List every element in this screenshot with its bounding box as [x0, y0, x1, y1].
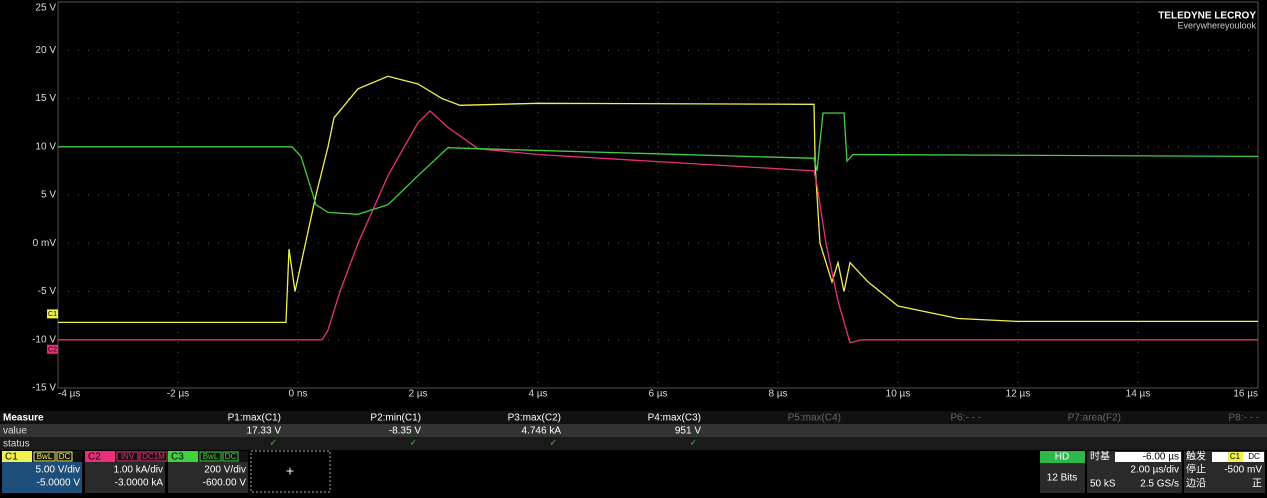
channel-tag-bg [56, 451, 73, 462]
channel-tag-bg [116, 451, 139, 462]
channel-tag: INV [121, 452, 135, 461]
timebase-delay-bg [1115, 452, 1181, 462]
channel-offset: -600.00 V [203, 478, 247, 489]
x-tick-label: -4 µs [58, 389, 80, 400]
channel-tag: DC [59, 452, 71, 461]
channel-name: C2 [88, 452, 101, 463]
y-tick-label: 15 V [35, 93, 56, 104]
channel-scale: 1.00 kA/div [114, 465, 163, 476]
channel-tag: DC1M [142, 452, 165, 461]
x-tick-label: 14 µs [1126, 389, 1151, 400]
channel-marker-label: C2 [48, 347, 57, 354]
channel-offset: -5.0000 V [37, 478, 81, 489]
y-tick-label: -5 V [38, 286, 57, 297]
channel-tag: BwL [203, 452, 219, 461]
measure-status: ✓ [689, 437, 697, 447]
measure-value: 4.746 kA [522, 426, 562, 437]
y-tick-label: -10 V [32, 334, 56, 345]
x-tick-label: 2 µs [408, 389, 427, 400]
channel-name-bg [168, 451, 198, 462]
y-tick-label: -15 V [32, 383, 56, 394]
channel-tag-bg [139, 451, 168, 462]
y-tick-label: 5 V [41, 190, 56, 201]
measure-row-label: status [3, 439, 30, 450]
channel-marker [47, 309, 58, 319]
trace [58, 112, 1259, 215]
trigger-label: 触发 [1186, 450, 1206, 463]
measure-value: 17.33 V [247, 426, 282, 437]
trigger-level: -500 mV [1224, 465, 1262, 476]
y-tick-label: 10 V [35, 141, 56, 152]
trigger-coupling: DC [1248, 452, 1260, 461]
logo-slogan: Everywhereyoulook [1177, 20, 1256, 30]
measure-column: P8:- - - [1228, 413, 1259, 424]
logo-brand: TELEDYNE LECROY [1158, 11, 1256, 22]
measure-status-bg [0, 437, 1267, 450]
measure-title: Measure [3, 413, 44, 424]
timebase-delay: -6.00 µs [1143, 452, 1179, 463]
trigger-source-bg [1228, 452, 1243, 462]
measure-column: P5:max(C4) [788, 413, 841, 424]
channel-tag-bg [199, 451, 222, 462]
measure-row-label: value [3, 426, 27, 437]
channel-header [85, 451, 165, 462]
channel-marker-label: C1 [48, 311, 57, 318]
channel-name-bg [2, 451, 32, 462]
measure-status: ✓ [269, 437, 277, 447]
trace [58, 75, 1258, 324]
channel-marker [47, 344, 58, 354]
x-tick-label: 6 µs [648, 389, 667, 400]
measure-column: P1:max(C1) [228, 413, 281, 424]
acq-header [1040, 451, 1085, 463]
channel-header [168, 451, 248, 462]
x-tick-label: 0 ns [289, 389, 308, 400]
x-tick-label: 16 µs [1233, 389, 1258, 400]
channel-name-bg [85, 451, 115, 462]
timebase-rate: 2.5 GS/s [1140, 479, 1179, 490]
y-tick-label: 20 V [35, 45, 56, 56]
channel-tag: DC [225, 452, 237, 461]
channel-name: C1 [5, 452, 18, 463]
acq-mode: HD [1055, 452, 1069, 463]
channel-header [2, 451, 82, 462]
measure-column: P6:- - - [950, 413, 981, 424]
measure-column: P2:min(C1) [370, 413, 421, 424]
y-tick-label: 25 V [35, 3, 56, 14]
measure-header-bg [0, 411, 1267, 424]
measure-column: P7:area(F2) [1068, 413, 1121, 424]
timebase-label: 时基 [1090, 450, 1110, 463]
trigger-state: 停止 [1186, 463, 1206, 476]
channel-offset: -3.0000 kA [115, 478, 164, 489]
channel-scale: 5.00 V/div [36, 465, 80, 476]
measure-column: P3:max(C2) [508, 413, 561, 424]
x-tick-label: -2 µs [167, 389, 189, 400]
measure-status: ✓ [549, 437, 557, 447]
x-tick-label: 10 µs [886, 389, 911, 400]
channel-tag: BwL [37, 452, 53, 461]
x-tick-label: 12 µs [1006, 389, 1031, 400]
trace [58, 110, 1258, 344]
trigger-slope: 正 [1252, 479, 1262, 490]
timebase-scale: 2.00 µs/div [1130, 465, 1179, 476]
add-channel-button[interactable]: + [286, 463, 294, 479]
measure-status: ✓ [409, 437, 417, 447]
channel-name: C3 [171, 452, 184, 463]
channel-tag-bg [33, 451, 56, 462]
channel-scale: 200 V/div [204, 465, 246, 476]
acq-bits: 12 Bits [1047, 473, 1078, 484]
timebase-samples: 50 kS [1090, 479, 1116, 490]
y-tick-label: 0 mV [33, 238, 57, 249]
measure-value: 951 V [675, 426, 701, 437]
measure-value-bg [0, 424, 1267, 437]
trigger-type: 边沿 [1186, 478, 1206, 490]
x-tick-label: 4 µs [528, 389, 547, 400]
x-tick-label: 8 µs [768, 389, 787, 400]
measure-value: -8.35 V [389, 426, 422, 437]
measure-column: P4:max(C3) [648, 413, 701, 424]
trigger-source: C1 [1230, 452, 1241, 461]
channel-tag-bg [222, 451, 239, 462]
